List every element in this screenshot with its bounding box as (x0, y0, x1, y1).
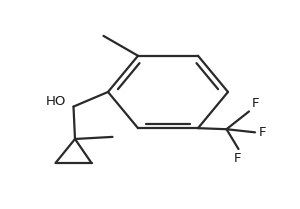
Text: F: F (259, 126, 266, 139)
Text: F: F (251, 97, 259, 110)
Text: F: F (233, 152, 241, 164)
Text: HO: HO (46, 95, 66, 108)
